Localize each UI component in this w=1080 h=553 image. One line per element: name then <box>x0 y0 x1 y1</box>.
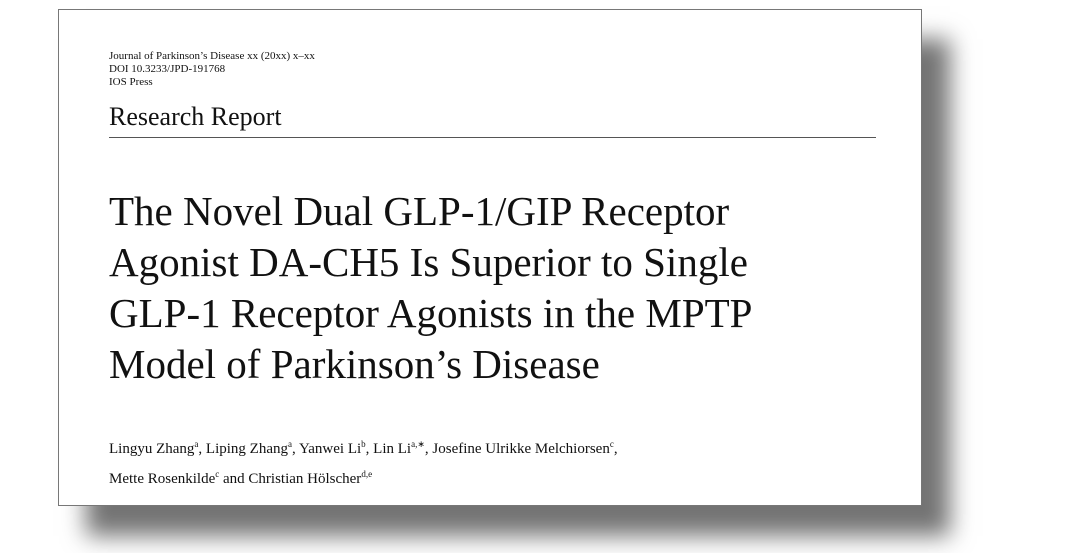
doi: DOI 10.3233/JPD-191768 <box>109 63 226 75</box>
author: Lingyu Zhanga, <box>109 439 206 457</box>
journal-header: Journal of Parkinson’s Disease xx (20xx)… <box>109 50 315 89</box>
title-line: The Novel Dual GLP-1/GIP Receptor <box>109 188 730 234</box>
title-line: Agonist DA-CH5 Is Superior to Single <box>109 239 748 285</box>
author: Mette Rosenkildec and <box>109 469 249 487</box>
article-type: Research Report <box>109 102 282 131</box>
author: Josefine Ulrikke Melchiorsenc, <box>432 439 618 457</box>
author: Lin Lia,∗, <box>373 439 433 457</box>
paper-title: The Novel Dual GLP-1/GIP Receptor Agonis… <box>109 186 869 390</box>
paper-page: Journal of Parkinson’s Disease xx (20xx)… <box>58 9 922 506</box>
journal-citation: Journal of Parkinson’s Disease xx (20xx)… <box>109 50 315 62</box>
title-line: Model of Parkinson’s Disease <box>109 341 600 387</box>
author: Yanwei Lib, <box>298 439 374 457</box>
author-list: Lingyu Zhanga, Liping Zhanga, Yanwei Lib… <box>109 432 618 492</box>
title-line: GLP-1 Receptor Agonists in the MPTP <box>109 290 753 336</box>
author: Christian Hölscherd,e <box>248 469 373 487</box>
divider <box>109 137 876 138</box>
author: Liping Zhanga, <box>205 439 299 457</box>
publisher: IOS Press <box>109 76 153 88</box>
